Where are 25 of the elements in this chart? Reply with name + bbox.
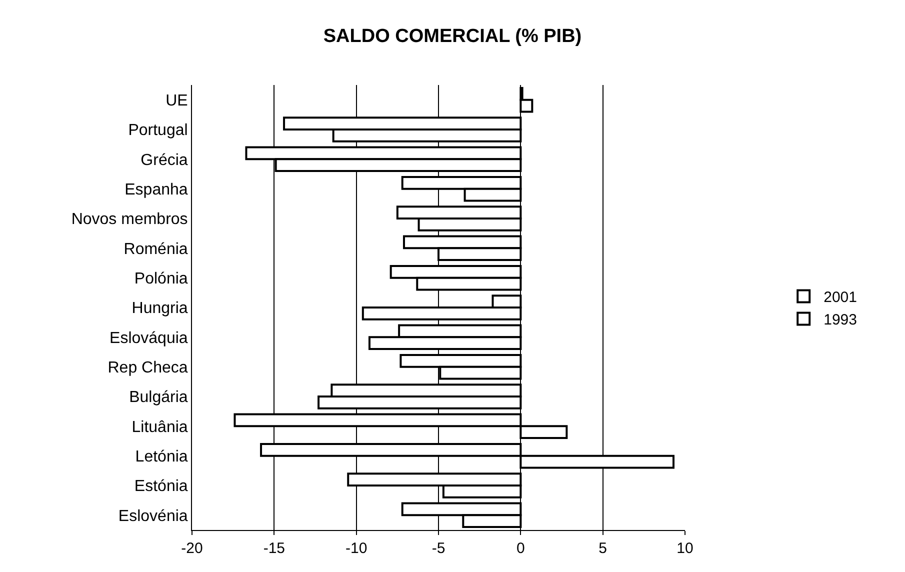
x-tick-label: -5 xyxy=(432,540,446,557)
y-tick-label: Bulgária xyxy=(129,389,188,406)
y-tick-label: Rep Checa xyxy=(108,359,188,376)
y-tick-label: Grécia xyxy=(140,152,188,169)
y-tick-label: Portugal xyxy=(128,122,188,140)
y-tick-label: Roménia xyxy=(124,240,188,258)
y-tick-label: Lituânia xyxy=(132,418,188,436)
legend-label: 2001 xyxy=(824,289,857,306)
x-tick-label: -20 xyxy=(181,540,203,557)
x-tick-label: 10 xyxy=(676,540,694,557)
y-tick-label: Novos membros xyxy=(71,211,188,228)
x-tick-label: -15 xyxy=(263,540,286,557)
y-tick-label: Letónia xyxy=(135,448,188,466)
x-tick-label: -10 xyxy=(345,540,368,557)
y-tick-label: Espanha xyxy=(124,181,188,198)
y-tick-label: Polónia xyxy=(134,270,188,288)
chart-title: SALDO COMERCIAL (% PIB) xyxy=(323,26,582,47)
x-tick-label: 5 xyxy=(598,540,607,557)
y-tick-label: Eslováquia xyxy=(110,330,188,347)
x-tick-label: 0 xyxy=(516,540,525,557)
y-tick-label: Hungria xyxy=(132,300,188,318)
legend-label: 1993 xyxy=(824,312,857,329)
y-tick-label: UE xyxy=(166,92,188,110)
y-tick-label: Eslovénia xyxy=(118,508,188,525)
y-tick-label: Estónia xyxy=(134,478,188,496)
